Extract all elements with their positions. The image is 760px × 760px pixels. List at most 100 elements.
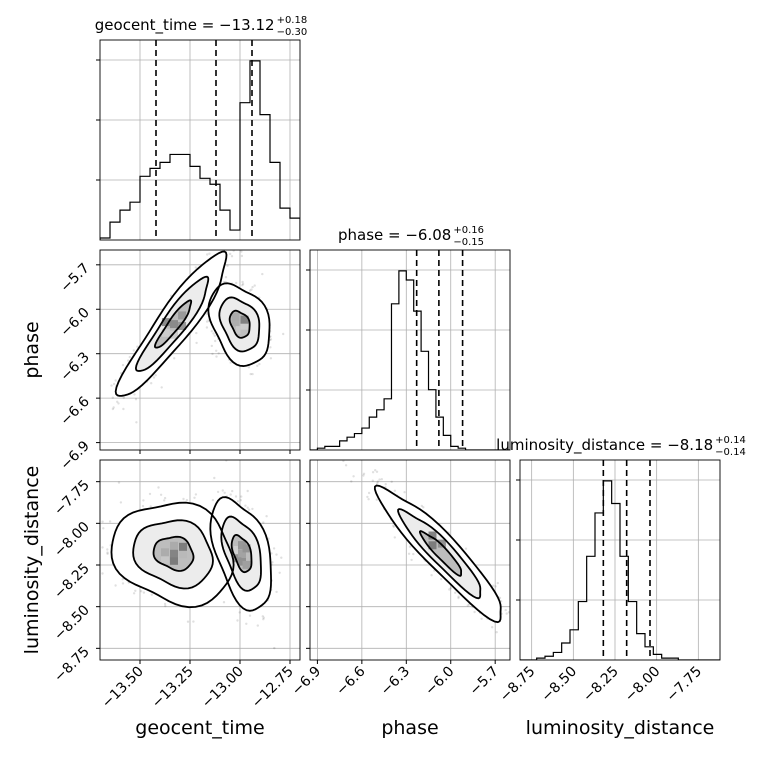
contour-line xyxy=(397,508,482,600)
sample-point xyxy=(376,481,379,485)
sample-point xyxy=(205,326,209,329)
sample-point xyxy=(375,498,378,501)
sample-point xyxy=(140,590,143,593)
sample-point xyxy=(192,620,195,623)
histogram-steps xyxy=(520,480,720,660)
density-block xyxy=(238,549,246,558)
sample-point xyxy=(390,480,393,483)
sample-point xyxy=(251,507,254,511)
density-block xyxy=(231,312,240,321)
sample-point xyxy=(498,596,502,600)
contour-line xyxy=(132,519,214,590)
contour-line xyxy=(134,275,210,372)
sample-point xyxy=(210,330,213,333)
sample-point xyxy=(154,374,157,377)
sample-point xyxy=(213,476,216,480)
y-tick-label: −6.0 xyxy=(57,305,92,340)
contour-line xyxy=(153,299,193,349)
sample-point xyxy=(248,289,252,292)
sample-point xyxy=(251,372,254,376)
contour-line xyxy=(228,309,251,339)
axes-frame xyxy=(519,459,721,661)
y-tick-label: −8.75 xyxy=(51,644,93,686)
sample-point xyxy=(208,252,211,255)
sample-point xyxy=(491,626,494,629)
sample-point xyxy=(422,506,425,509)
sample-point xyxy=(164,604,167,608)
y-tick-label: −6.9 xyxy=(57,438,92,473)
sample-point xyxy=(512,634,514,636)
x-tick-label: −8.50 xyxy=(539,664,581,706)
sample-point xyxy=(193,496,196,499)
y-tick-label: −8.50 xyxy=(51,602,93,644)
sample-point xyxy=(269,357,273,360)
density-layer xyxy=(110,243,285,424)
contour-line xyxy=(114,250,228,397)
axes-frame xyxy=(309,249,511,451)
density-block xyxy=(231,318,240,327)
sample-point xyxy=(217,352,220,355)
sample-point xyxy=(116,400,119,403)
sample-point xyxy=(504,608,507,612)
x-tick-label: −8.25 xyxy=(580,664,622,706)
sample-point xyxy=(112,406,115,409)
y-tick-label: −6.3 xyxy=(57,349,92,384)
sample-point xyxy=(261,272,264,276)
density-block xyxy=(233,546,242,554)
sample-point xyxy=(367,491,371,495)
sample-point xyxy=(142,591,146,594)
sample-point xyxy=(231,489,234,493)
sample-point xyxy=(230,243,232,245)
y-axis-label: phase xyxy=(21,321,43,378)
sample-point xyxy=(215,355,218,358)
sample-point xyxy=(127,359,130,362)
sample-point xyxy=(244,504,247,507)
y-axis-luminosity_distance: −8.75−8.50−8.25−8.00−7.75 luminosity_dist… xyxy=(21,466,93,686)
sample-point xyxy=(258,362,261,366)
sample-point xyxy=(273,646,276,650)
sample-point xyxy=(261,615,264,618)
sample-point xyxy=(111,396,115,399)
sample-point xyxy=(449,587,452,590)
sample-point xyxy=(132,592,136,595)
sample-point xyxy=(505,612,508,615)
sample-point xyxy=(229,493,232,496)
sample-point xyxy=(205,320,209,323)
sample-point xyxy=(239,499,242,502)
density-block xyxy=(428,531,437,540)
sample-point xyxy=(152,376,156,379)
scatter-geocent_time-vs-luminosity_distance xyxy=(96,459,301,664)
y-tick-label: −6.6 xyxy=(57,394,92,429)
density-block xyxy=(161,555,169,564)
contour-line xyxy=(218,296,261,353)
sample-point xyxy=(128,355,131,359)
histogram-phase: phase = −6.08 +0.16−0.15 xyxy=(306,225,511,451)
sample-point xyxy=(245,622,248,625)
sample-point xyxy=(376,480,380,483)
sample-point xyxy=(246,506,249,509)
sample-point xyxy=(515,633,517,635)
sample-point xyxy=(366,495,369,499)
histogram-geocent_time: geocent_time = −13.12 +0.18−0.30 xyxy=(95,15,307,241)
sample-point xyxy=(473,610,476,614)
sample-point xyxy=(262,618,265,621)
sample-point xyxy=(212,332,215,335)
axes-frame xyxy=(309,459,511,661)
sample-point xyxy=(262,616,265,619)
density-layer xyxy=(101,460,283,650)
sample-point xyxy=(114,584,117,587)
density-block xyxy=(233,554,242,563)
title-text: phase = −6.08 xyxy=(338,226,451,244)
sample-point xyxy=(250,288,253,291)
sample-point xyxy=(249,372,252,376)
contour-line xyxy=(110,501,235,609)
sample-point xyxy=(163,496,167,500)
sample-point xyxy=(256,364,259,367)
sample-point xyxy=(236,619,239,622)
sample-point xyxy=(114,379,117,382)
y-axis-phase: −6.9 −6.6 −6.3 −6.0 −5.7 phase xyxy=(21,260,93,473)
density-block xyxy=(161,548,169,557)
axes-frame xyxy=(99,39,301,241)
density-block xyxy=(179,550,187,559)
sample-point xyxy=(271,561,274,564)
